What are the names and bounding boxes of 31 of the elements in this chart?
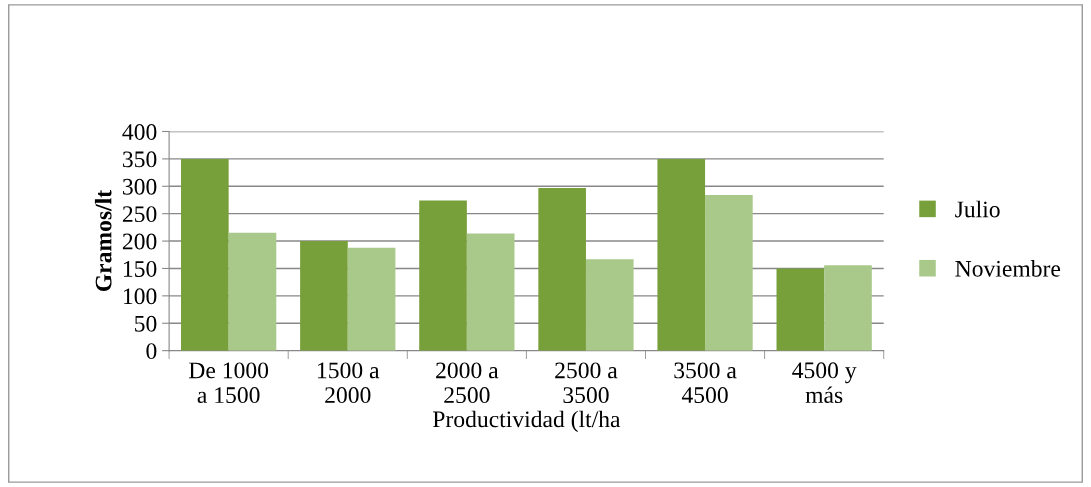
bar (585, 259, 634, 351)
bar (538, 187, 586, 351)
y-tick-label: 0 (146, 343, 157, 360)
bar (657, 158, 706, 351)
x-axis-title: Productividad (lt/ha (432, 410, 621, 433)
legend-label: Julio (955, 200, 1000, 218)
y-tick-label: 400 (122, 123, 157, 140)
bar (347, 247, 396, 351)
legend-label: Noviembre (955, 260, 1061, 277)
y-tick-label: 50 (135, 315, 157, 332)
bar (776, 268, 825, 351)
y-tick-label: 200 (122, 233, 157, 250)
y-tick-label: 250 (122, 206, 157, 223)
bar (419, 200, 467, 351)
x-tick-label: 1500 a 2000 (318, 362, 380, 404)
bar (824, 265, 872, 351)
bar (228, 232, 277, 351)
x-tick-label: De 1000 a 1500 (189, 362, 269, 404)
bar (181, 158, 229, 351)
x-tick-label: 2500 a 3500 (555, 362, 618, 404)
y-tick-label: 300 (123, 178, 157, 195)
y-tick-label: 150 (123, 260, 157, 277)
bar (705, 195, 753, 351)
y-tick-label: 350 (123, 151, 157, 168)
bar (300, 241, 348, 351)
y-axis-title: Gramos/lt (94, 190, 112, 292)
x-tick-label: 3500 a 4500 (674, 362, 737, 404)
y-tick-label: 100 (123, 288, 157, 305)
bar (466, 233, 515, 351)
x-tick-label: 4500 y más (792, 362, 857, 404)
x-tick-label: 2000 a 2500 (436, 362, 499, 404)
